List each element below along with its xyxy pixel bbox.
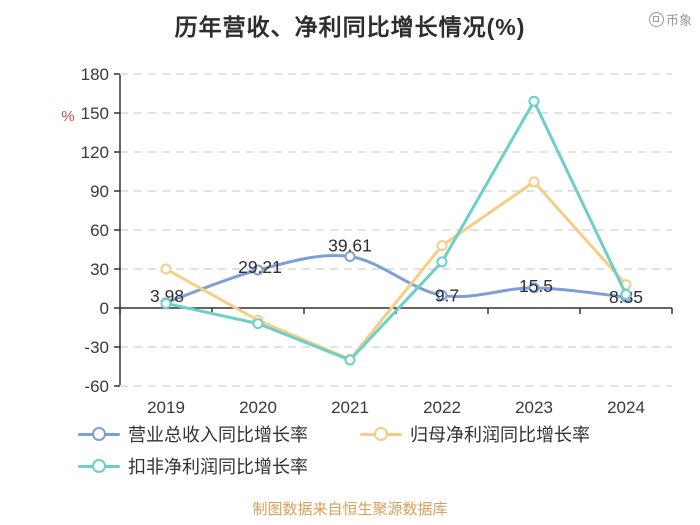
watermark-logo-icon	[648, 12, 664, 27]
legend-item-non-gaap-profit-growth[interactable]: 扣非净利润同比增长率	[78, 453, 308, 479]
legend-item-net-profit-growth[interactable]: 归母净利润同比增长率	[360, 421, 590, 447]
line-marker-icon	[78, 453, 120, 479]
y-axis-unit-label: %	[61, 108, 74, 125]
legend-label: 归母净利润同比增长率	[410, 425, 590, 445]
chart-title: 历年营收、净利同比增长情况(%)	[174, 14, 526, 40]
svg-text:120: 120	[81, 143, 109, 162]
svg-text:30: 30	[90, 260, 109, 279]
svg-text:2022: 2022	[423, 398, 461, 417]
watermark-text: 币象	[665, 13, 692, 28]
svg-text:9.7: 9.7	[435, 285, 459, 305]
svg-text:90: 90	[90, 182, 109, 201]
y-axis-labels: -60 -30 0 30 60 90 120 150 180	[81, 65, 109, 396]
svg-text:15.5: 15.5	[519, 276, 553, 296]
svg-text:2023: 2023	[515, 398, 553, 417]
legend-label: 营业总收入同比增长率	[128, 425, 308, 445]
gridlines	[120, 73, 672, 387]
svg-text:3.98: 3.98	[150, 286, 184, 306]
svg-text:2019: 2019	[147, 398, 185, 417]
svg-text:39.61: 39.61	[328, 236, 372, 256]
svg-text:-60: -60	[84, 377, 109, 396]
svg-text:2020: 2020	[239, 398, 277, 417]
data-source-note: 制图数据来自恒生聚源数据库	[252, 501, 448, 518]
svg-text:0: 0	[100, 299, 109, 318]
svg-text:2021: 2021	[331, 398, 369, 417]
legend-item-revenue-growth[interactable]: 营业总收入同比增长率	[78, 421, 308, 447]
svg-text:60: 60	[90, 221, 109, 240]
svg-text:150: 150	[81, 104, 109, 123]
watermark: 币象	[648, 10, 692, 29]
svg-text:29.21: 29.21	[238, 257, 282, 277]
x-axis-labels: 2019 2020 2021 2022 2023 2024	[147, 398, 645, 417]
legend-label: 扣非净利润同比增长率	[128, 457, 308, 477]
svg-text:-30: -30	[84, 338, 109, 357]
svg-text:180: 180	[81, 65, 109, 84]
series-line-2	[160, 95, 632, 366]
series-line-1	[160, 176, 632, 365]
line-marker-icon	[78, 421, 120, 447]
line-marker-icon	[360, 421, 402, 447]
svg-text:2024: 2024	[607, 398, 645, 417]
